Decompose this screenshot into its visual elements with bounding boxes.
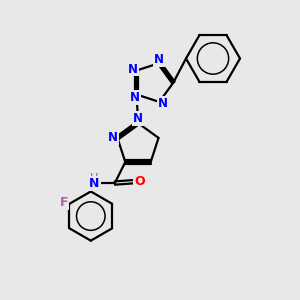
Text: H: H <box>90 173 98 183</box>
Text: N: N <box>154 53 164 66</box>
Text: F: F <box>60 196 68 209</box>
Text: N: N <box>133 112 143 125</box>
Text: N: N <box>130 91 140 104</box>
Text: N: N <box>89 177 100 190</box>
Text: N: N <box>158 97 168 110</box>
Text: N: N <box>108 131 118 144</box>
Text: N: N <box>128 62 138 76</box>
Text: O: O <box>134 175 145 188</box>
